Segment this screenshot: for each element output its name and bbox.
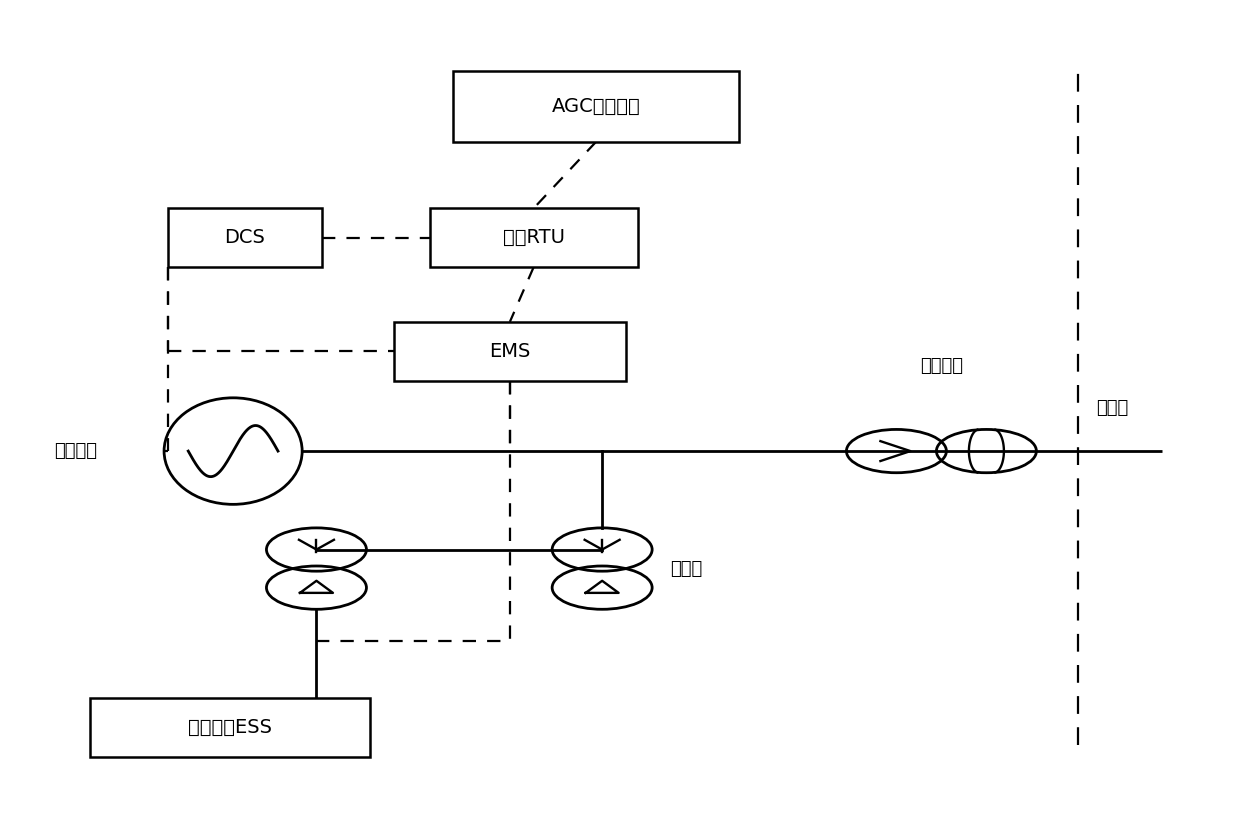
Text: 电网侧: 电网侧 <box>1096 399 1128 417</box>
Text: 主变压器: 主变压器 <box>920 357 963 375</box>
FancyBboxPatch shape <box>454 71 739 142</box>
Text: AGC调频指令: AGC调频指令 <box>552 97 641 116</box>
FancyBboxPatch shape <box>394 322 626 380</box>
Text: 高厂变: 高厂变 <box>670 560 702 578</box>
Text: 储能系统ESS: 储能系统ESS <box>188 718 272 737</box>
Text: DCS: DCS <box>224 228 265 247</box>
Text: 电厂RTU: 电厂RTU <box>502 228 564 247</box>
Text: EMS: EMS <box>490 342 531 361</box>
FancyBboxPatch shape <box>429 208 637 267</box>
Text: 发电机组: 发电机组 <box>55 442 98 460</box>
FancyBboxPatch shape <box>91 698 370 756</box>
FancyBboxPatch shape <box>167 208 322 267</box>
